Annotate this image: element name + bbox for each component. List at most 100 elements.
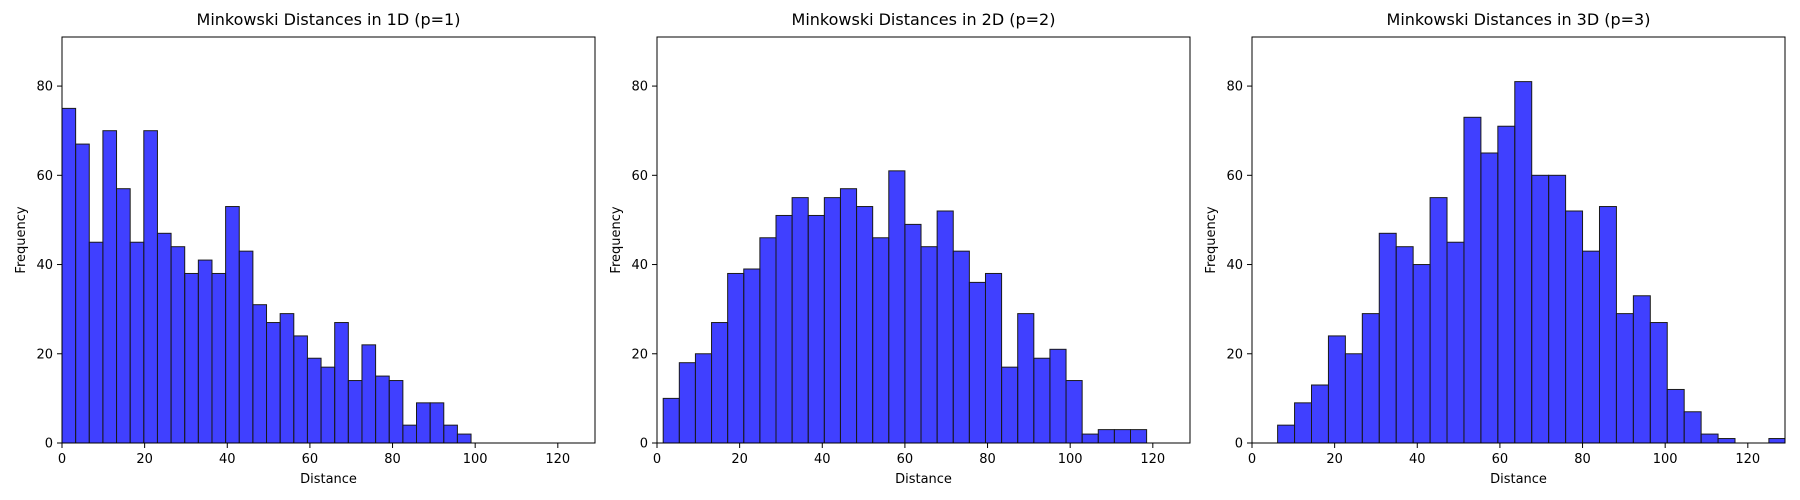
histogram-bar — [839, 188, 858, 444]
histogram-bar — [1514, 81, 1533, 444]
histogram-bar — [1463, 116, 1482, 444]
histogram-bar — [156, 232, 172, 444]
chart-title: Minkowski Distances in 2D (p=2) — [792, 10, 1056, 29]
x-axis-label: Distance — [300, 472, 357, 487]
x-axis-label: Distance — [895, 472, 952, 487]
x-tick-label: 40 — [219, 452, 236, 467]
histogram-bar — [293, 335, 308, 444]
histogram-bar — [807, 214, 825, 444]
histogram-bar — [1717, 438, 1736, 444]
histogram-bar — [1001, 366, 1019, 444]
histogram-bar — [197, 259, 213, 444]
histogram-bar — [170, 246, 186, 444]
histogram-bar — [184, 272, 199, 444]
histogram-bar — [306, 357, 322, 444]
histogram-bar — [1700, 433, 1719, 444]
x-axis-label: Distance — [1490, 472, 1547, 487]
y-tick-label: 60 — [1226, 169, 1243, 184]
plot-frame — [61, 36, 596, 444]
histogram-bar — [416, 402, 431, 444]
histogram-bar — [75, 143, 90, 444]
histogram-bar — [662, 397, 680, 444]
y-tick-label: 80 — [1226, 80, 1243, 95]
x-axis-ticks: 0 20 40 60 80 100 120 — [653, 443, 1165, 467]
histogram-bar — [61, 107, 77, 444]
y-tick-label: 60 — [36, 169, 53, 184]
histogram-bar — [759, 237, 777, 444]
histogram-bar — [388, 380, 404, 444]
x-tick-label: 100 — [1653, 452, 1678, 467]
histogram-bar — [1683, 411, 1702, 444]
histogram-bar — [1327, 335, 1346, 444]
histogram-bar — [1113, 429, 1132, 444]
chart-title: Minkowski Distances in 3D (p=3) — [1387, 10, 1651, 29]
histogram-bar — [443, 424, 458, 444]
y-tick-label: 40 — [631, 258, 648, 273]
histogram-bar — [936, 210, 954, 444]
histogram-bar — [1649, 322, 1668, 444]
histogram-bar — [361, 344, 377, 444]
histogram-bar — [1666, 388, 1685, 444]
histogram-bar — [952, 250, 970, 444]
histogram-bar — [1412, 264, 1431, 444]
x-tick-label: 120 — [545, 452, 570, 467]
histogram-bar — [920, 246, 938, 444]
histogram-bar — [888, 170, 906, 444]
histogram-bar — [678, 362, 696, 444]
y-tick-label: 20 — [631, 347, 648, 362]
y-tick-label: 80 — [631, 80, 648, 95]
y-tick-label: 60 — [631, 169, 648, 184]
x-tick-label: 0 — [1248, 452, 1256, 467]
x-tick-label: 0 — [653, 452, 661, 467]
histogram-bar — [1429, 197, 1448, 444]
histogram-bar — [1548, 174, 1567, 444]
histogram-bar — [1480, 152, 1499, 444]
x-tick-label: 40 — [1409, 452, 1426, 467]
histogram-bar — [1361, 313, 1380, 444]
histogram-bar — [1615, 313, 1634, 444]
y-tick-label: 40 — [1226, 258, 1243, 273]
histogram-bar — [1294, 402, 1312, 444]
x-tick-label: 20 — [1326, 452, 1343, 467]
histogram-bar — [856, 206, 874, 444]
histogram-bar — [791, 197, 809, 444]
histogram-bar — [1017, 313, 1035, 444]
plot-frame — [1251, 36, 1786, 444]
histogram-bar — [1565, 210, 1584, 444]
x-tick-label: 0 — [58, 452, 66, 467]
histogram-bar — [1446, 241, 1465, 444]
histogram-bar — [1378, 232, 1397, 444]
histogram-bar — [211, 272, 227, 444]
x-tick-label: 100 — [1058, 452, 1083, 467]
histogram-panel-3d: Minkowski Distances in 3D (p=3) 0 20 40 60 8… — [1204, 10, 1786, 487]
histogram-bar — [904, 223, 922, 444]
x-tick-label: 80 — [1574, 452, 1591, 467]
histogram-bar — [88, 241, 104, 444]
histogram-bar — [1632, 295, 1651, 444]
histogram-bar — [727, 272, 745, 444]
histogram-bar — [252, 304, 268, 444]
histogram-bar — [1395, 246, 1414, 444]
x-tick-label: 40 — [814, 452, 831, 467]
x-tick-label: 20 — [731, 452, 748, 467]
x-tick-label: 100 — [463, 452, 488, 467]
histogram-bar — [456, 433, 472, 444]
x-tick-label: 120 — [1735, 452, 1760, 467]
histogram-bar — [402, 424, 418, 444]
histogram-panel-1d: Minkowski Distances in 1D (p=1) 0 20 40 60 8… — [14, 10, 596, 487]
histogram-bar — [694, 353, 713, 444]
y-tick-label: 20 — [36, 347, 53, 362]
y-axis-ticks: 0 20 40 60 80 — [36, 80, 62, 452]
histogram-bar — [711, 322, 729, 444]
histogram-bar — [1344, 353, 1363, 444]
histogram-bar — [743, 268, 761, 444]
histogram-bar — [1582, 250, 1600, 444]
histogram-bar — [266, 322, 281, 444]
histogram-bar — [1497, 125, 1516, 444]
histogram-bar — [238, 250, 254, 444]
histogram-bar — [347, 380, 363, 444]
x-tick-label: 20 — [136, 452, 153, 467]
y-axis-label: Frequency — [14, 206, 29, 273]
x-tick-label: 120 — [1140, 452, 1165, 467]
